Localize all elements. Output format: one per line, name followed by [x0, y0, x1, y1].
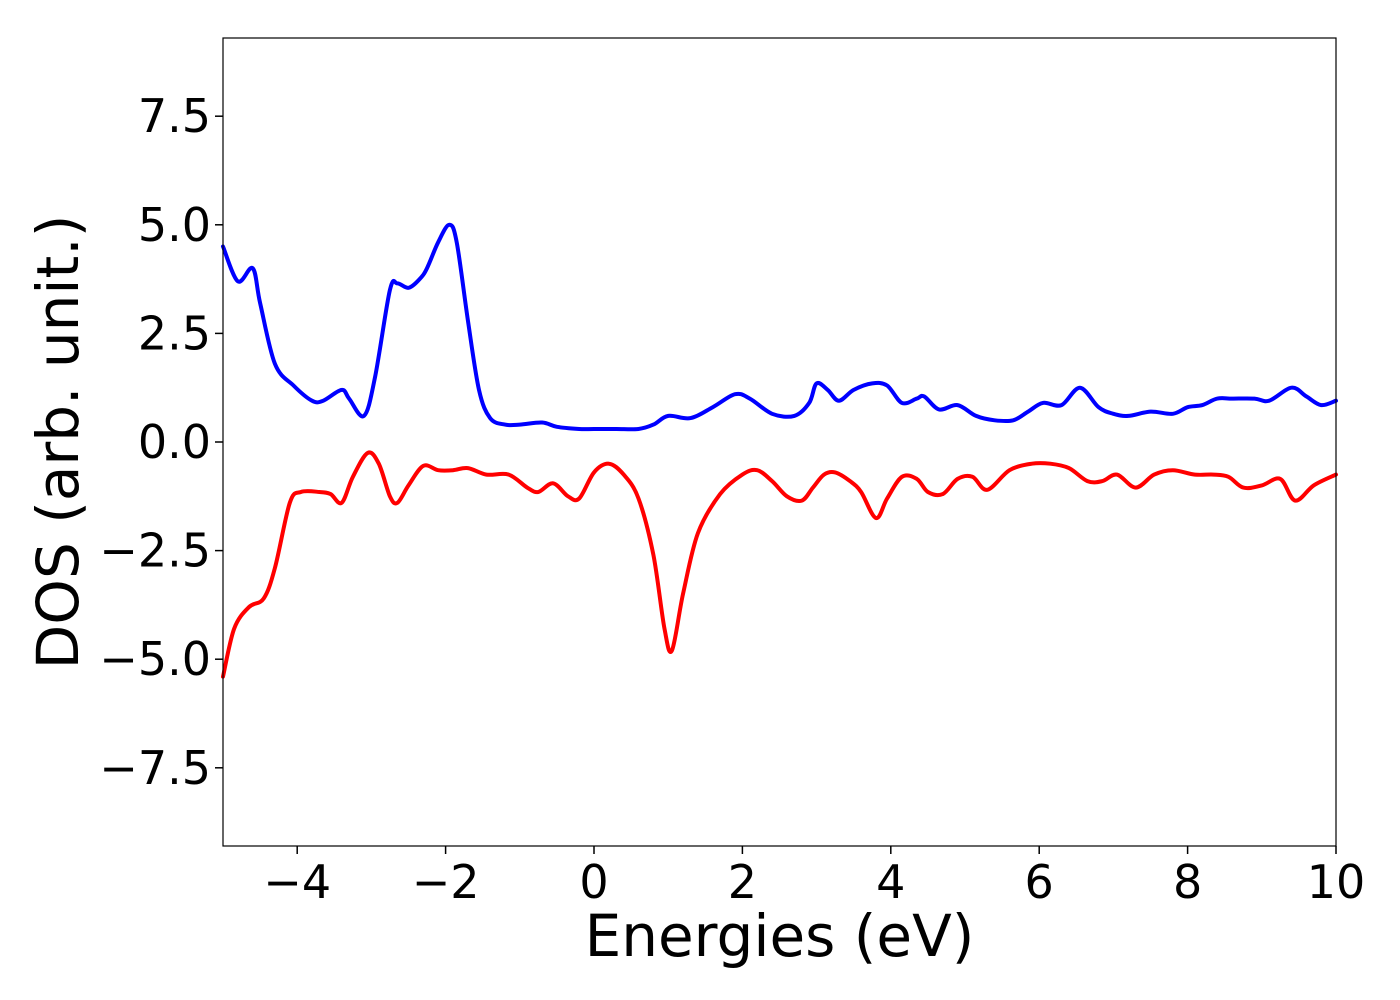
y-tick-label: 7.5 — [138, 89, 211, 143]
y-tick-label: −7.5 — [99, 741, 211, 795]
x-tick-label: 10 — [1307, 855, 1366, 909]
x-tick-label: −4 — [263, 855, 331, 909]
plot-frame — [222, 37, 1337, 847]
x-axis-ticks: −4 −2 0 2 4 6 8 10 — [263, 846, 1365, 909]
x-tick-label: 0 — [579, 855, 608, 909]
x-tick-label: 6 — [1025, 855, 1054, 909]
y-tick-label: 2.5 — [138, 306, 211, 360]
x-axis-label: Energies (eV) — [585, 902, 975, 970]
y-axis-label: DOS (arb. unit.) — [24, 215, 92, 670]
x-tick-label: −2 — [412, 855, 480, 909]
series-line-red — [221, 450, 1338, 679]
x-tick-label: 4 — [876, 855, 905, 909]
y-tick-label: −5.0 — [99, 632, 211, 686]
y-tick-label: 5.0 — [138, 198, 211, 252]
y-tick-label: −2.5 — [99, 524, 211, 578]
y-axis-ticks: 7.5 5.0 2.5 0.0 −2.5 −5.0 −7.5 — [99, 89, 223, 795]
series-line-blue — [221, 222, 1338, 432]
x-tick-label: 8 — [1173, 855, 1202, 909]
x-tick-label: 2 — [728, 855, 757, 909]
y-tick-label: 0.0 — [138, 415, 211, 469]
series-layer — [221, 222, 1338, 679]
